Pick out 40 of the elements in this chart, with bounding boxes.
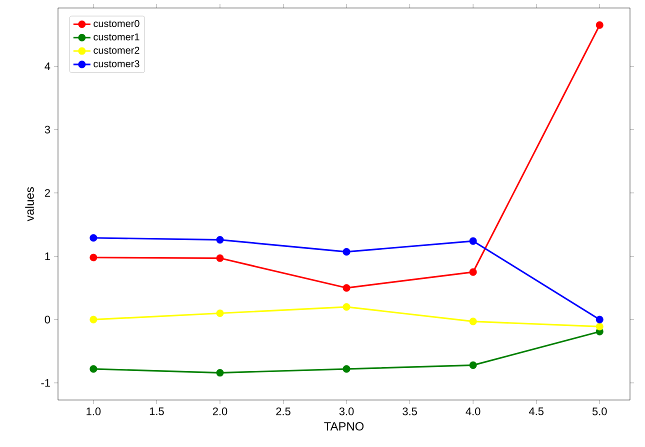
y-tick-label: -1 [41,379,50,387]
x-tick-label: 5.0 [592,408,607,416]
x-axis-title: TAPNO [324,422,364,431]
legend-label: customer1 [94,33,140,40]
point [469,361,477,369]
x-tick-label: 3.5 [402,408,417,416]
point [216,236,224,244]
legend-label: customer0 [94,20,140,28]
point [216,368,224,377]
point [90,365,98,373]
point [596,316,604,324]
point [90,234,98,242]
point [596,21,604,29]
y-tick-label: 3 [44,126,50,134]
y-tick-label: 4 [44,62,50,70]
y-axis-title: values [25,187,34,222]
point [342,284,350,292]
x-tick-label: 1.0 [86,408,101,416]
point [342,365,350,373]
x-tick-label: 4.0 [466,408,480,416]
x-tick-label: 2.0 [212,408,228,416]
point [469,318,477,326]
y-tick-label: 1 [45,252,50,260]
y-tick-label: 2 [44,189,50,197]
point [342,248,350,256]
point [596,322,604,330]
point [469,237,477,245]
point [216,309,224,318]
x-tick-label: 2.5 [276,408,290,416]
x-tick-label: 4.5 [528,408,544,416]
y-tick-label: 0 [44,316,50,324]
legend-label: customer3 [94,60,140,68]
point [216,254,224,262]
point [469,268,477,276]
x-tick-label: 3.0 [339,408,354,416]
point [342,303,350,311]
x-tick-label: 1.5 [150,408,164,416]
point [90,254,98,262]
legend-label: customer2 [94,46,140,54]
point [90,316,98,324]
